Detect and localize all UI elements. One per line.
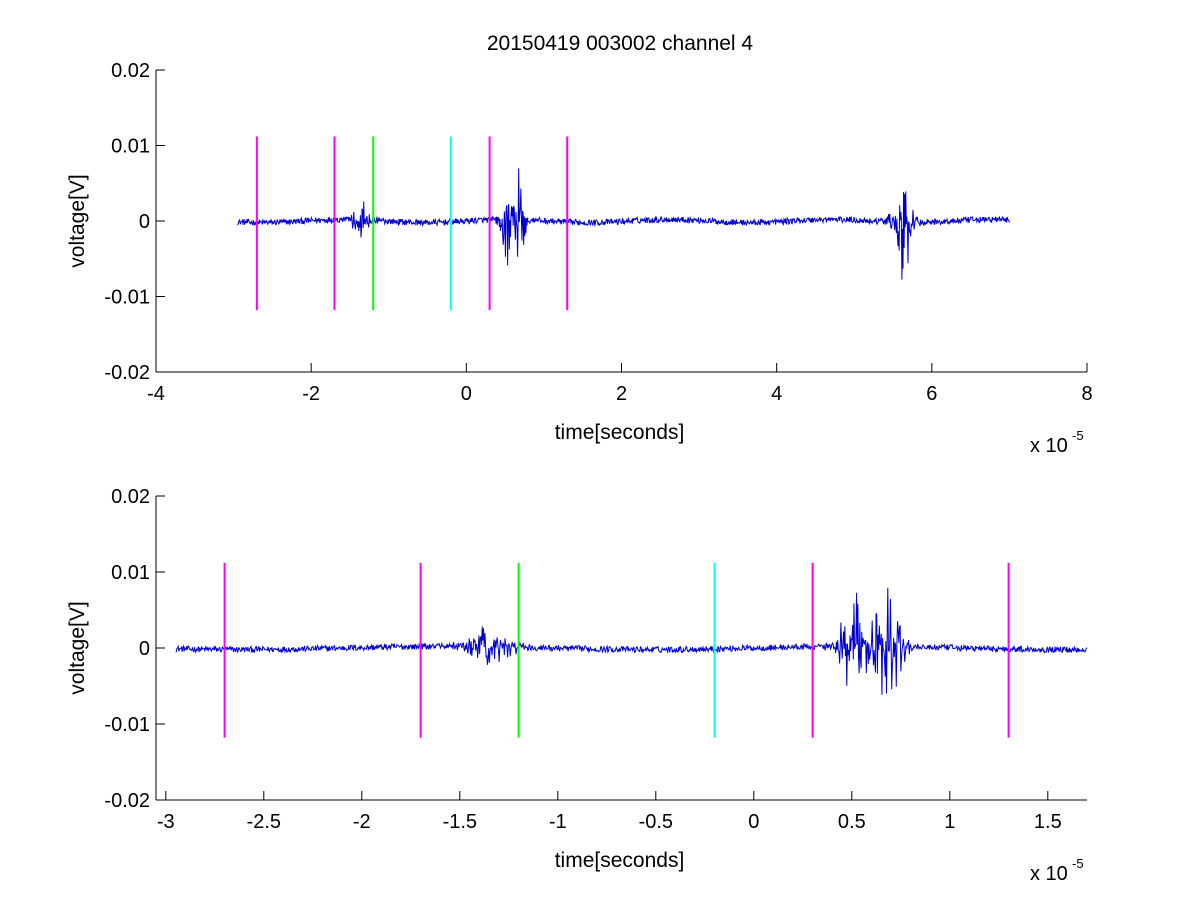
x-tick-label: -2	[353, 811, 371, 833]
x-exponent-label: x 10	[1030, 863, 1068, 885]
x-tick-label: 0	[461, 383, 472, 405]
bottom-plot: -3 -2.5 -2 -1.5 -1 -0.5 0 0.5 1 1.5 -0.02 -0.01 0 0.0…	[66, 486, 1088, 885]
x-tick-label: -2.5	[247, 811, 281, 833]
x-tick-label: 2	[616, 383, 627, 405]
x-tick-label: 8	[1081, 383, 1092, 405]
signal-trace	[237, 168, 1010, 280]
y-tick-label: 0	[139, 211, 150, 233]
x-tick-label: -2	[302, 383, 320, 405]
x-axis-label: time[seconds]	[555, 421, 685, 444]
x-tick-label: 6	[926, 383, 937, 405]
x-tick-label: 0.5	[838, 811, 866, 833]
y-tick-label: 0.01	[111, 562, 150, 584]
y-tick-label: 0.01	[111, 136, 150, 158]
figure-title: 20150419 003002 channel 4	[487, 32, 754, 55]
x-tick-label: -1	[549, 811, 567, 833]
x-tick-label: -1.5	[443, 811, 477, 833]
top-plot: -4 -2 0 2 4 6 8 -0.02 -0.01 0 0.01 0.02 time[seconds…	[66, 60, 1093, 457]
x-tick-label: 1.5	[1034, 811, 1062, 833]
x-exponent-label: x 10	[1030, 435, 1068, 457]
x-axis-label: time[seconds]	[555, 849, 685, 872]
y-tick-label: 0	[139, 638, 150, 660]
x-exponent-superscript: -5	[1072, 856, 1084, 871]
x-tick-label: 0	[748, 811, 759, 833]
x-tick-label: 4	[771, 383, 782, 405]
x-tick-label: -4	[147, 383, 165, 405]
y-tick-label: -0.01	[104, 714, 150, 736]
y-tick-label: 0.02	[111, 60, 150, 82]
y-tick-label: -0.02	[104, 790, 150, 812]
y-axis-label: voltage[V]	[66, 601, 89, 694]
x-exponent-superscript: -5	[1072, 428, 1084, 443]
x-tick-label: 1	[944, 811, 955, 833]
x-tick-label: -0.5	[639, 811, 673, 833]
y-tick-label: -0.01	[104, 287, 150, 309]
x-tick-label: -3	[157, 811, 175, 833]
y-tick-label: -0.02	[104, 362, 150, 384]
y-axis-label: voltage[V]	[66, 174, 89, 267]
signal-trace	[175, 587, 1088, 695]
y-tick-label: 0.02	[111, 486, 150, 508]
